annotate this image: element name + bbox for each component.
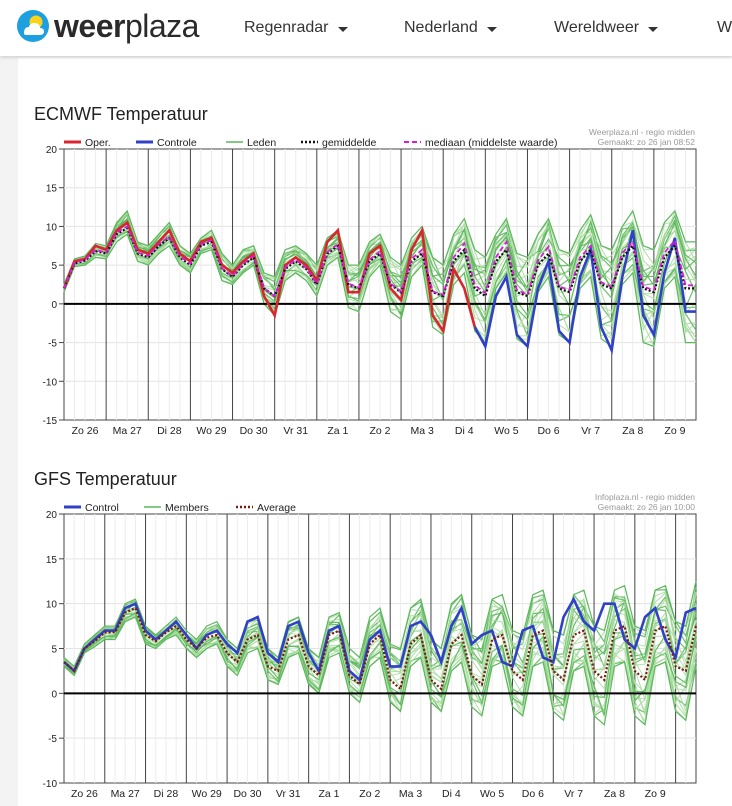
logo-wordmark: weerplaza bbox=[54, 8, 199, 44]
y-tick-label: 20 bbox=[46, 510, 58, 521]
x-tick-label: Do 6 bbox=[522, 788, 544, 800]
x-tick-label: Do 30 bbox=[240, 425, 268, 437]
nav-nederland-label: Nederland bbox=[404, 19, 478, 36]
x-tick-label: Wo 29 bbox=[192, 788, 222, 800]
x-tick-label: Do 6 bbox=[537, 425, 559, 437]
member-envelope-line bbox=[63, 209, 696, 285]
weerplaza-logo[interactable]: weerplaza bbox=[16, 9, 199, 43]
member-series-line bbox=[63, 613, 697, 708]
y-tick-label: 5 bbox=[51, 261, 57, 272]
x-tick-label: Za 8 bbox=[622, 425, 643, 437]
legend-label: gemiddelde bbox=[322, 137, 376, 149]
y-tick-label: -5 bbox=[48, 734, 57, 745]
x-tick-label: Ma 27 bbox=[111, 788, 140, 800]
y-tick-label: -15 bbox=[43, 416, 58, 427]
gfs-chart-title: GFS Temperatuur bbox=[34, 469, 177, 489]
x-tick-label: Za 1 bbox=[319, 788, 340, 800]
y-tick-label: 20 bbox=[46, 145, 58, 156]
y-tick-label: -5 bbox=[48, 339, 57, 350]
x-tick-label: Vr 7 bbox=[581, 425, 600, 437]
x-tick-label: Ma 3 bbox=[399, 788, 423, 800]
y-tick-label: -10 bbox=[43, 779, 58, 790]
x-tick-label: Vr 31 bbox=[283, 425, 308, 437]
chevron-down-icon bbox=[648, 26, 659, 32]
credit-timestamp: Gemaakt: zo 26 jan 08:52 bbox=[598, 137, 696, 147]
nav-more-label: W bbox=[717, 19, 732, 36]
chevron-down-icon bbox=[337, 26, 348, 32]
legend-label: Leden bbox=[247, 137, 276, 149]
member-series-line bbox=[63, 613, 697, 723]
member-envelope-line bbox=[63, 616, 697, 726]
sun-cloud-logo-icon bbox=[17, 10, 49, 42]
credit-source: Infoplaza.nl - regio midden bbox=[595, 492, 695, 502]
oper-series-line bbox=[62, 220, 477, 335]
member-series-line bbox=[63, 591, 697, 669]
y-tick-label: 5 bbox=[51, 645, 57, 656]
y-tick-label: 10 bbox=[46, 600, 58, 611]
x-tick-label: Wo 5 bbox=[480, 788, 504, 800]
nav-regenradar[interactable]: Regenradar bbox=[244, 0, 348, 56]
legend-label: Oper. bbox=[85, 137, 111, 149]
x-tick-label: Ma 27 bbox=[113, 425, 142, 437]
nav-wereldweer[interactable]: Wereldweer bbox=[554, 0, 659, 56]
x-tick-label: Za 1 bbox=[327, 425, 348, 437]
y-tick-label: 10 bbox=[46, 222, 58, 233]
x-tick-label: Di 28 bbox=[154, 788, 179, 800]
control-series-line bbox=[63, 596, 697, 683]
y-tick-label: 15 bbox=[46, 555, 58, 566]
x-tick-label: Zo 9 bbox=[664, 425, 685, 437]
credit-timestamp: Gemaakt: zo 26 jan 10:00 bbox=[598, 502, 696, 512]
credit-source: Weerplaza.nl - regio midden bbox=[589, 127, 695, 137]
x-tick-label: Zo 2 bbox=[369, 425, 390, 437]
member-envelope-line bbox=[63, 233, 696, 348]
legend-label: Control bbox=[85, 502, 119, 514]
legend-label: Average bbox=[257, 502, 296, 514]
legend-label: mediaan (middelste waarde) bbox=[425, 137, 557, 149]
legend-label: Members bbox=[165, 502, 209, 514]
member-envelope-line bbox=[63, 581, 697, 668]
x-tick-label: Di 4 bbox=[455, 425, 474, 437]
y-tick-label: 0 bbox=[51, 689, 57, 700]
chevron-down-icon bbox=[486, 26, 497, 32]
x-tick-label: Za 8 bbox=[604, 788, 625, 800]
top-navigation-bar: weerplaza Regenradar Nederland Wereldwee… bbox=[0, 0, 732, 56]
x-tick-label: Zo 26 bbox=[71, 788, 98, 800]
x-tick-label: Zo 9 bbox=[645, 788, 666, 800]
nav-regenradar-label: Regenradar bbox=[244, 19, 329, 36]
x-tick-label: Vr 31 bbox=[276, 788, 301, 800]
median-series-line bbox=[63, 225, 696, 298]
legend-label: Controle bbox=[157, 137, 197, 149]
x-tick-label: Zo 26 bbox=[72, 425, 99, 437]
y-tick-label: 0 bbox=[51, 300, 57, 311]
nav-nederland[interactable]: Nederland bbox=[404, 0, 497, 56]
member-series-line bbox=[63, 612, 697, 716]
control-series-line bbox=[473, 230, 696, 355]
nav-wereldweer-label: Wereldweer bbox=[554, 19, 640, 36]
member-series-line bbox=[63, 219, 697, 298]
x-tick-label: Vr 7 bbox=[564, 788, 583, 800]
ecmwf-chart-title: ECMWF Temperatuur bbox=[34, 104, 208, 124]
mean-series-line bbox=[63, 606, 698, 691]
x-tick-label: Wo 5 bbox=[494, 425, 518, 437]
x-tick-label: Zo 2 bbox=[359, 788, 380, 800]
x-tick-label: Wo 29 bbox=[196, 425, 226, 437]
y-tick-label: 15 bbox=[46, 184, 58, 195]
x-tick-label: Di 28 bbox=[157, 425, 182, 437]
x-tick-label: Do 30 bbox=[233, 788, 261, 800]
member-series-line bbox=[63, 230, 697, 344]
nav-more[interactable]: W bbox=[717, 0, 732, 56]
x-tick-label: Di 4 bbox=[442, 788, 461, 800]
y-tick-label: -10 bbox=[43, 377, 58, 388]
x-tick-label: Ma 3 bbox=[410, 425, 434, 437]
